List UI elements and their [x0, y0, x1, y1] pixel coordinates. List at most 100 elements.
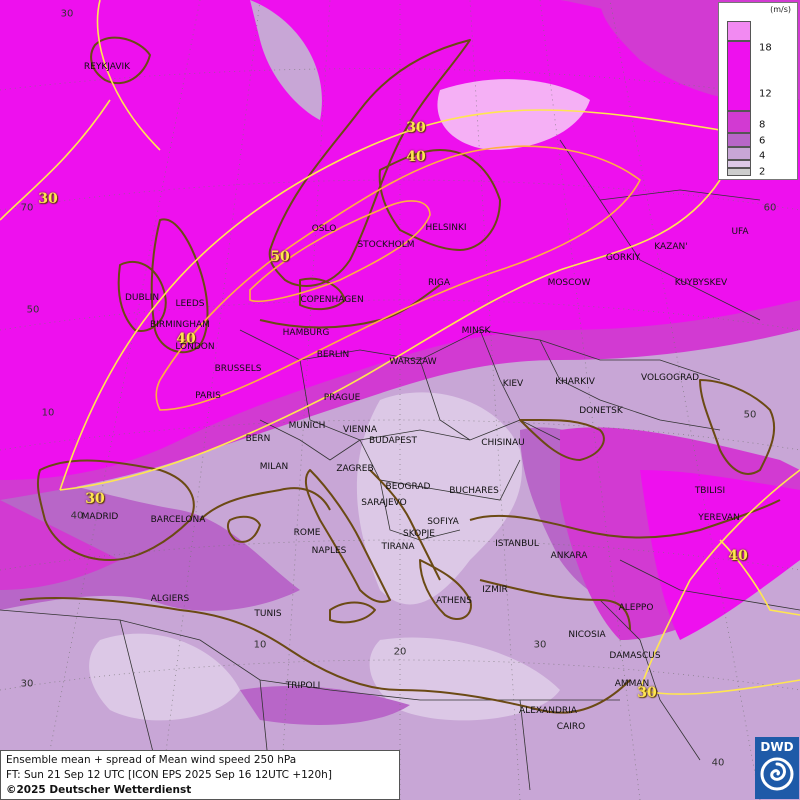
city-label: HAMBURG: [282, 328, 330, 338]
city-label: BERLIN: [316, 350, 350, 360]
city-label: VOLGOGRAD: [640, 373, 700, 383]
city-label: ZAGREB: [336, 464, 374, 474]
graticule-label: 10: [253, 639, 267, 651]
graticule-label: 40: [70, 510, 84, 522]
city-label: MOSCOW: [547, 278, 591, 288]
city-label: MINSK: [461, 326, 491, 336]
isotachs: [0, 0, 800, 695]
legend-swatch: [727, 111, 751, 133]
isotach-40-southeast: [719, 539, 800, 616]
caption-title: Ensemble mean + spread of Mean wind spee…: [6, 754, 297, 766]
isotach-50-ring: [249, 200, 431, 303]
isotach-label: 40: [176, 331, 196, 347]
city-label: STOCKHOLM: [357, 240, 415, 250]
isotach-label: 40: [728, 548, 748, 564]
city-label: MADRID: [81, 512, 119, 522]
graticule-label: 50: [26, 304, 40, 316]
city-label: MUNICH: [288, 421, 326, 431]
city-label: ALGIERS: [150, 594, 190, 604]
city-label: RIGA: [427, 278, 451, 288]
field-mid-high-med: [0, 500, 120, 590]
graticule-label: 30: [533, 639, 547, 651]
city-label: TIRANA: [381, 542, 415, 552]
city-label: LEEDS: [175, 299, 205, 309]
isotach-30-levant: [638, 469, 800, 695]
legend-tick: 4: [759, 150, 766, 162]
graticule-label: 60: [763, 202, 777, 214]
city-label: ATHENS: [436, 596, 472, 606]
city-label: MILAN: [259, 462, 289, 472]
isotach-30-iceland: [0, 99, 111, 221]
isotach-30-main: [59, 109, 721, 491]
color-legend: (m/s) 18 12 8 6 4 2: [718, 2, 798, 180]
graticule-label: 70: [20, 202, 34, 214]
legend-swatch: [727, 160, 751, 168]
city-label: NAPLES: [311, 546, 347, 556]
legend-unit: (m/s): [770, 5, 791, 14]
isotach-30-south: [59, 179, 721, 491]
isotach-label: 30: [38, 191, 58, 207]
isotach-40-ring: [155, 145, 642, 411]
legend-tick: 2: [759, 166, 766, 178]
city-label: SOFIYA: [427, 517, 459, 527]
city-label: DAMASCUS: [609, 651, 661, 661]
city-label: PRAGUE: [323, 393, 361, 403]
isotach-label: 30: [406, 120, 426, 136]
isotach-label: 30: [637, 685, 657, 701]
isotach-label: 50: [270, 249, 290, 265]
city-label: BRUSSELS: [214, 364, 262, 374]
city-label: BUDAPEST: [368, 436, 418, 446]
city-label: KHARKIV: [555, 377, 595, 387]
city-label: ROME: [293, 528, 321, 538]
city-label: PARIS: [195, 391, 221, 401]
graticule-label: 30: [60, 8, 74, 20]
field-very-low-balkans: [356, 392, 522, 605]
city-label: CAIRO: [556, 722, 586, 732]
field-high-turkey: [640, 470, 800, 640]
city-label: ANKARA: [550, 551, 588, 561]
city-label: TRIPOLI: [285, 681, 321, 691]
city-label: IZMIR: [482, 585, 508, 595]
city-label: TUNIS: [254, 609, 282, 619]
city-label: BARCELONA: [150, 515, 206, 525]
graticule-label: 10: [41, 407, 55, 419]
legend-swatch: [727, 41, 751, 111]
legend-swatch: [727, 133, 751, 147]
city-label: KIEV: [502, 379, 524, 389]
city-label: ALEXANDRIA: [519, 706, 577, 716]
city-label: SARAJEVO: [361, 498, 407, 508]
city-label: OSLO: [311, 224, 337, 234]
coastlines: [19, 36, 781, 714]
city-label: BIRMINGHAM: [150, 320, 210, 330]
city-label: KAZAN': [654, 242, 688, 252]
legend-swatch: [727, 147, 751, 160]
city-label: KUYBYSKEV: [674, 278, 728, 288]
field-very-high-finland: [437, 79, 590, 150]
field-low-north: [250, 0, 322, 120]
city-label: GORKIY: [605, 253, 641, 263]
city-label: SKOPJE: [403, 529, 435, 539]
legend-tick: 8: [759, 119, 766, 131]
city-label: DUBLIN: [124, 293, 160, 303]
legend-tick: 6: [759, 135, 766, 147]
city-label: ALEPPO: [618, 603, 654, 613]
caption-copyright: ©2025 Deutscher Wetterdienst: [6, 784, 192, 796]
city-label: BEOGRAD: [385, 482, 431, 492]
isotach-30-west: [96, 0, 161, 151]
city-label: TBILISI: [694, 486, 726, 496]
legend-tick: 12: [759, 88, 772, 100]
graticule-label: 40: [711, 757, 725, 769]
field-very-low-africa: [89, 633, 240, 721]
city-label: LONDON: [175, 342, 215, 352]
legend-swatch: [727, 21, 751, 41]
isotach-label: 30: [85, 491, 105, 507]
city-label: REYKJAVIK: [83, 62, 131, 72]
city-label: UFA: [731, 227, 749, 237]
city-label: AMMAN: [614, 679, 650, 689]
city-label: ISTANBUL: [495, 539, 539, 549]
legend-swatch: [727, 168, 751, 176]
field-mid-north-africa: [240, 685, 410, 725]
